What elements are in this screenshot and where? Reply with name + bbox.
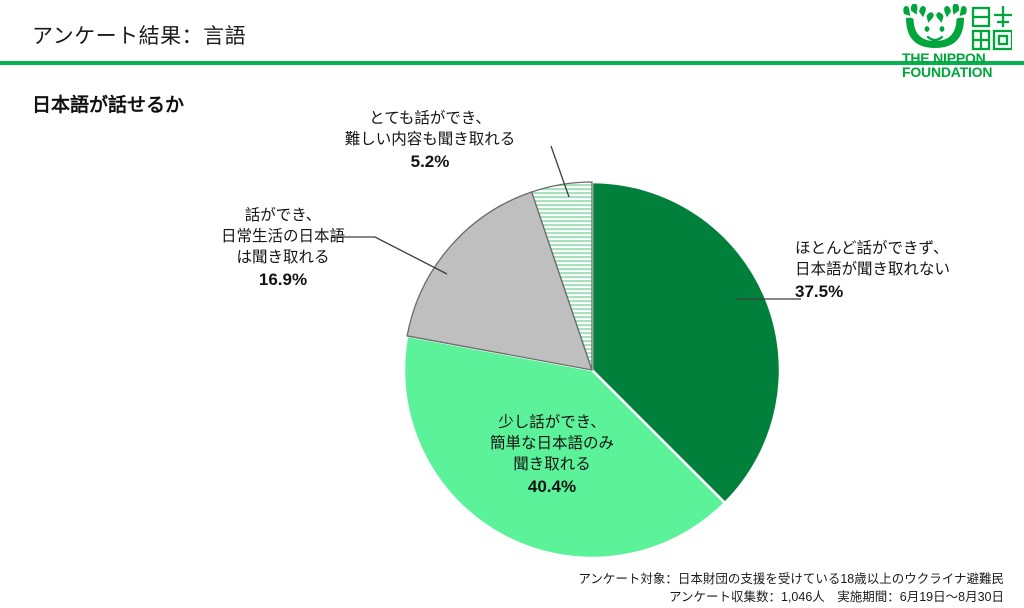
pie-label-daily: 話ができ、 日常生活の日本語 は聞き取れる 16.9%	[168, 205, 398, 290]
pie-label-little-line1: 少し話ができ、	[498, 414, 606, 431]
page-title: アンケート結果：言語	[32, 25, 247, 48]
pie-slice-daily[interactable]	[406, 191, 593, 371]
pie-label-little-value: 40.4%	[527, 477, 577, 496]
footnote-line2: アンケート収集数：1,046人 実施期間：6月19日〜8月30日	[669, 590, 1004, 604]
pie-label-little-line2: 簡単な日本語のみ	[489, 435, 614, 452]
pie-label-little: 少し話ができ、 簡単な日本語のみ 聞き取れる 40.4%	[452, 412, 652, 497]
pie-label-none-value: 37.5%	[795, 282, 844, 301]
logo-wordmark: THE NIPPON FOUNDATION	[902, 51, 1014, 79]
pie-label-none: ほとんど話ができず、 日本語が聞き取れない 37.5%	[795, 238, 1010, 302]
pie-slice-very[interactable]	[530, 181, 593, 371]
pie-label-daily-line1: 話ができ、	[244, 207, 322, 224]
logo-wordmark-line1: THE NIPPON	[902, 50, 986, 66]
logo-mark-icon	[903, 4, 1012, 51]
pie-label-daily-line3: は聞き取れる	[236, 249, 330, 266]
nippon-foundation-logo: THE NIPPON FOUNDATION	[890, 4, 1012, 82]
pie-label-daily-line2: 日常生活の日本語	[220, 228, 345, 245]
pie-label-none-line2: 日本語が聞き取れない	[795, 261, 951, 278]
pie-label-little-line3: 聞き取れる	[513, 456, 591, 473]
chart-heading: 日本語が話せるか	[32, 95, 185, 116]
pie-label-very-line2: 難しい内容も聞き取れる	[344, 131, 516, 148]
pie-label-none-line1: ほとんど話ができず、	[795, 240, 949, 257]
pie-label-very: とても話ができ、 難しい内容も聞き取れる 5.2%	[300, 108, 560, 172]
logo-wordmark-line2: FOUNDATION	[902, 64, 993, 80]
footnote-line1: アンケート対象：日本財団の支援を受けている18歳以上のウクライナ避難民	[578, 572, 1004, 586]
pie-label-very-line1: とても話ができ、	[369, 110, 491, 127]
header-divider	[0, 61, 1024, 65]
chart-footnote: アンケート対象：日本財団の支援を受けている18歳以上のウクライナ避難民 アンケー…	[0, 570, 1004, 606]
slide-header: アンケート結果：言語	[0, 0, 1024, 65]
pie-label-daily-value: 16.9%	[258, 270, 308, 289]
pie-label-very-value: 5.2%	[410, 152, 450, 171]
